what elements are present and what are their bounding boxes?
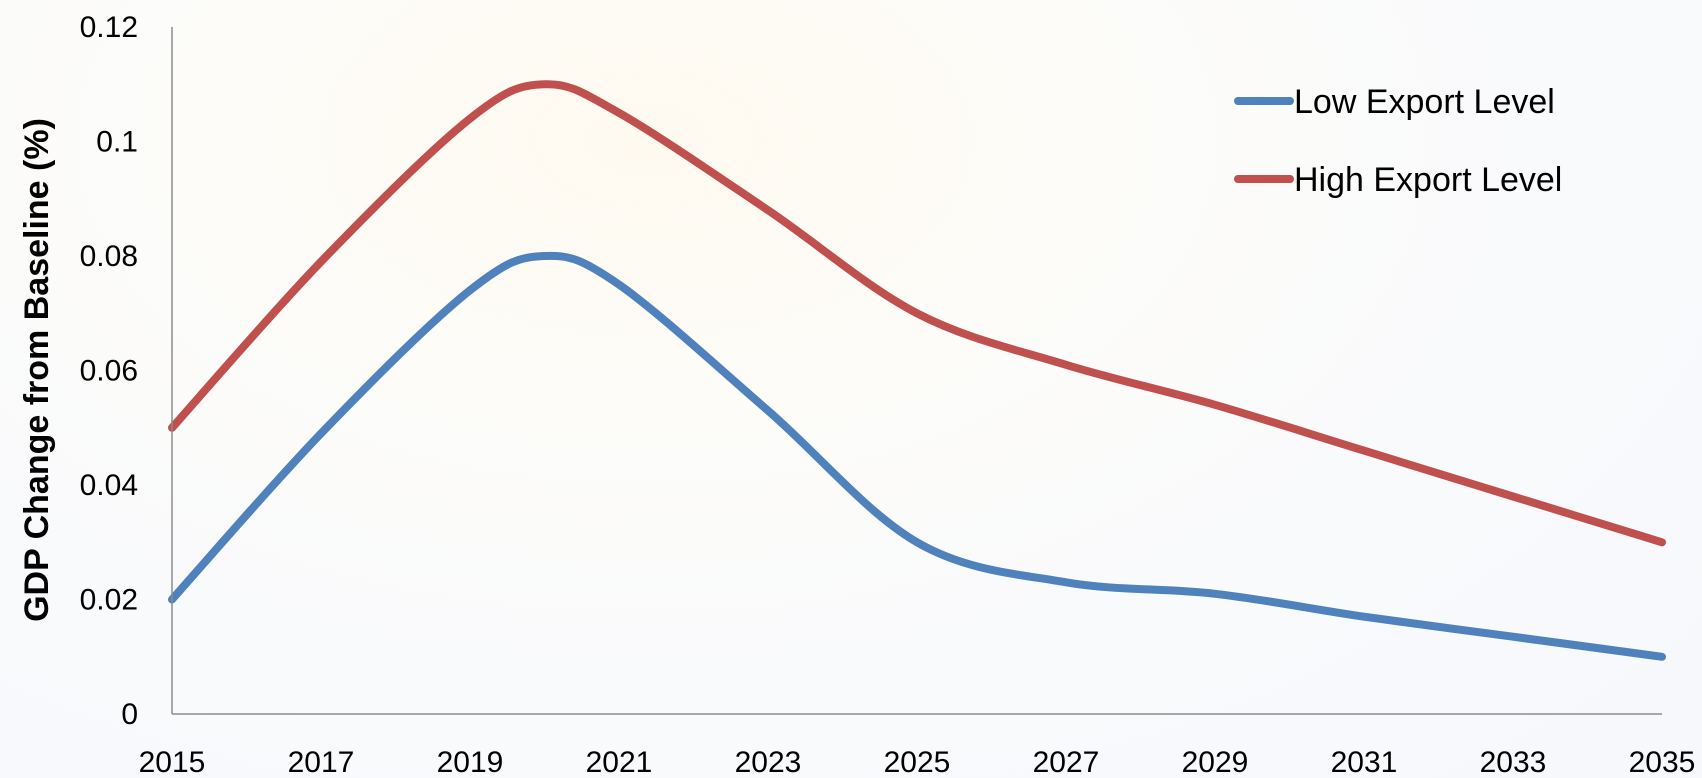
x-tick-label: 2033 bbox=[1480, 746, 1547, 778]
y-tick-label: 0 bbox=[121, 698, 138, 731]
x-tick-label: 2027 bbox=[1033, 746, 1100, 778]
x-tick-label: 2031 bbox=[1331, 746, 1398, 778]
x-tick-label: 2025 bbox=[884, 746, 951, 778]
x-tick-label: 2021 bbox=[586, 746, 653, 778]
series-line-high-export bbox=[168, 80, 1666, 547]
legend-label: High Export Level bbox=[1294, 161, 1562, 199]
y-tick-label: 0.1 bbox=[96, 126, 138, 159]
series-line-low-export bbox=[168, 251, 1666, 661]
y-axis-label: GDP Change from Baseline (%) bbox=[18, 118, 56, 622]
y-tick-label: 0.12 bbox=[80, 11, 138, 44]
x-tick-label: 2029 bbox=[1182, 746, 1249, 778]
y-tick-label: 0.08 bbox=[80, 240, 138, 273]
legend: Low Export Level High Export Level bbox=[1234, 83, 1562, 199]
y-tick-label: 0.06 bbox=[80, 355, 138, 388]
x-tick-label: 2017 bbox=[288, 746, 355, 778]
series-layer bbox=[168, 80, 1666, 661]
y-tick-label: 0.02 bbox=[80, 584, 138, 617]
x-tick-label: 2019 bbox=[437, 746, 504, 778]
x-tick-label: 2015 bbox=[139, 746, 206, 778]
x-tick-labels: 2015 2017 2019 2021 2023 2025 2027 2029 2031 2033… bbox=[139, 746, 1696, 778]
x-tick-label: 2035 bbox=[1629, 746, 1696, 778]
x-tick-label: 2023 bbox=[735, 746, 802, 778]
y-tick-label: 0.04 bbox=[80, 469, 138, 502]
legend-label: Low Export Level bbox=[1294, 83, 1555, 121]
y-tick-labels: 0 0.02 0.04 0.06 0.08 0.1 0.12 bbox=[80, 11, 138, 731]
